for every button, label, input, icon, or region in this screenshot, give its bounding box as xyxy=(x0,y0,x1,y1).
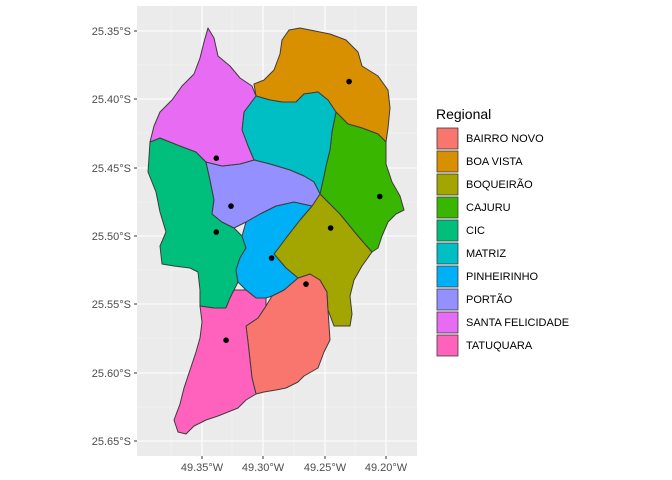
legend-item-cic: CIC xyxy=(436,219,485,242)
centroid-portao xyxy=(228,203,234,209)
region-tatuquara[interactable] xyxy=(173,289,267,435)
legend-label: SANTA FELICIDADE xyxy=(466,317,569,329)
region-portao[interactable] xyxy=(205,159,321,229)
legend-item-tatuquara: TATUQUARA xyxy=(436,334,533,357)
legend-item-matriz: MATRIZ xyxy=(436,242,506,265)
legend-label: BOQUEIRÃO xyxy=(466,178,533,191)
centroid-tatuquara xyxy=(223,337,229,344)
centroid-points xyxy=(213,78,383,344)
y-tick-label: 25.45°S xyxy=(92,163,131,175)
centroid-pinheirinho xyxy=(268,255,275,261)
legend-label: BOA VISTA xyxy=(466,156,523,168)
legend: Regional BAIRRO NOVO BOA VISTA BOQUEIRÃO… xyxy=(436,106,569,357)
legend-key xyxy=(436,311,459,334)
legend-label: MATRIZ xyxy=(466,248,506,260)
legend-label: PORTÃO xyxy=(466,293,513,306)
centroid-boqueirao xyxy=(327,225,334,231)
y-tick-label: 25.65°S xyxy=(92,436,131,448)
legend-label: CAJURU xyxy=(466,202,511,214)
legend-item-boqueirao: BOQUEIRÃO xyxy=(436,173,533,196)
legend-key xyxy=(436,196,459,219)
legend-item-portao: PORTÃO xyxy=(436,288,513,311)
centroid-santa-felicidade xyxy=(213,155,220,161)
x-tick-label: 49.35°W xyxy=(181,462,224,474)
legend-label: PINHEIRINHO xyxy=(466,271,539,283)
legend-key xyxy=(436,288,459,311)
centroid-cic xyxy=(213,229,220,235)
x-tick-label: 49.20°W xyxy=(365,462,408,474)
y-tick-label: 25.35°S xyxy=(92,26,131,38)
legend-item-santa-felicidade: SANTA FELICIDADE xyxy=(436,311,569,334)
legend-key xyxy=(436,150,459,173)
legend-label: TATUQUARA xyxy=(466,340,533,352)
y-tick-label: 25.60°S xyxy=(92,368,131,380)
legend-key xyxy=(436,127,459,150)
centroid-cajuru xyxy=(377,193,383,200)
y-axis: 25.35°S 25.40°S 25.45°S 25.50°S 25.55°S … xyxy=(92,26,137,448)
centroid-boa-vista xyxy=(346,78,352,85)
legend-item-bairro-novo: BAIRRO NOVO xyxy=(436,127,544,150)
legend-label: CIC xyxy=(466,225,485,237)
region-santa-felicidade[interactable] xyxy=(149,27,257,167)
legend-key xyxy=(436,219,459,242)
y-tick-label: 25.40°S xyxy=(92,94,131,106)
legend-item-boa-vista: BOA VISTA xyxy=(436,150,523,173)
x-axis: 49.35°W 49.30°W 49.25°W 49.20°W xyxy=(181,456,408,474)
legend-title: Regional xyxy=(436,106,491,122)
legend-key xyxy=(436,173,459,196)
legend-label: BAIRRO NOVO xyxy=(466,133,544,145)
legend-key xyxy=(436,334,459,357)
legend-key xyxy=(436,265,459,288)
legend-key xyxy=(436,242,459,265)
legend-item-cajuru: CAJURU xyxy=(436,196,511,219)
region-polygons xyxy=(147,27,405,435)
x-tick-label: 49.30°W xyxy=(242,462,285,474)
x-tick-label: 49.25°W xyxy=(304,462,347,474)
centroid-bairro-novo xyxy=(303,281,309,287)
legend-item-pinheirinho: PINHEIRINHO xyxy=(436,265,539,288)
y-tick-label: 25.55°S xyxy=(92,299,131,311)
y-tick-label: 25.50°S xyxy=(92,231,131,243)
